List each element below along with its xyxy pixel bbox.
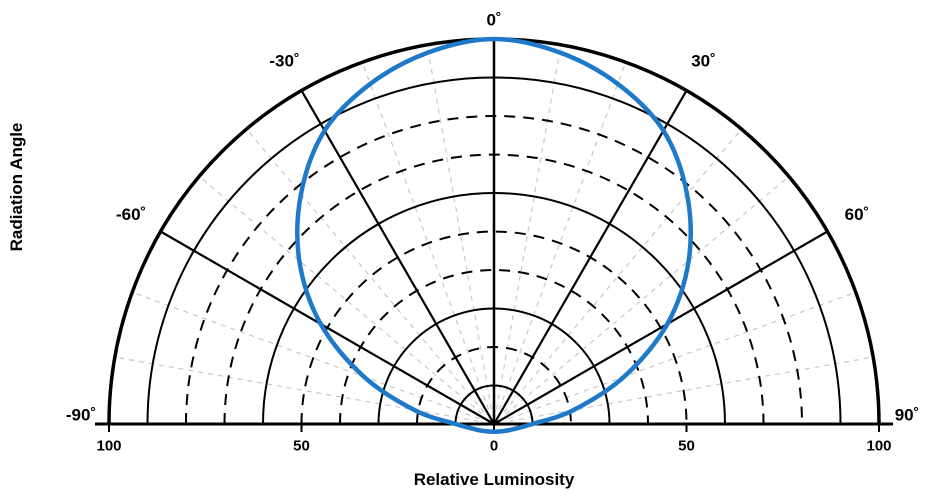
angle-tick-label: 30˚ [691, 52, 716, 71]
angle-tick-label: 60˚ [845, 205, 870, 224]
grid-ring [339, 269, 649, 425]
axis-labels-layer: 100 50 0 50 100-90˚-60˚-30˚0˚30˚60˚90˚ [66, 11, 919, 455]
minor-spoke [505, 176, 790, 415]
angle-tick-label: 90˚ [895, 406, 920, 425]
angle-tick-label: -60˚ [116, 205, 146, 224]
major-spoke [300, 90, 495, 425]
y-axis-title: Radiation Angle [7, 123, 26, 252]
r-tick-label: 50 [678, 438, 695, 455]
minor-spoke [114, 356, 479, 422]
major-spoke [493, 230, 828, 425]
angle-tick-label: -90˚ [66, 406, 96, 425]
luminosity-curve [295, 36, 693, 434]
r-tick-label: 100 [96, 438, 121, 455]
minor-spoke [246, 128, 485, 413]
minor-spoke [426, 44, 492, 409]
minor-spoke [198, 176, 483, 415]
minor-spoke [361, 61, 490, 410]
minor-spoke [498, 61, 627, 410]
minor-spoke [503, 128, 742, 413]
angle-tick-label: 0˚ [486, 11, 501, 30]
r-tick-label: 0 [490, 438, 498, 455]
major-spoke [160, 230, 495, 425]
r-tick-label: 100 [866, 438, 891, 455]
minor-spoke [131, 291, 480, 420]
x-axis-title: Relative Luminosity [414, 470, 575, 489]
angle-tick-label: -30˚ [269, 52, 299, 71]
major-spoke [493, 90, 688, 425]
minor-spoke [508, 291, 857, 420]
luminosity-curve-layer [295, 36, 693, 434]
polar-grid [95, 37, 893, 432]
minor-spoke [509, 356, 874, 422]
r-tick-label: 50 [293, 438, 310, 455]
